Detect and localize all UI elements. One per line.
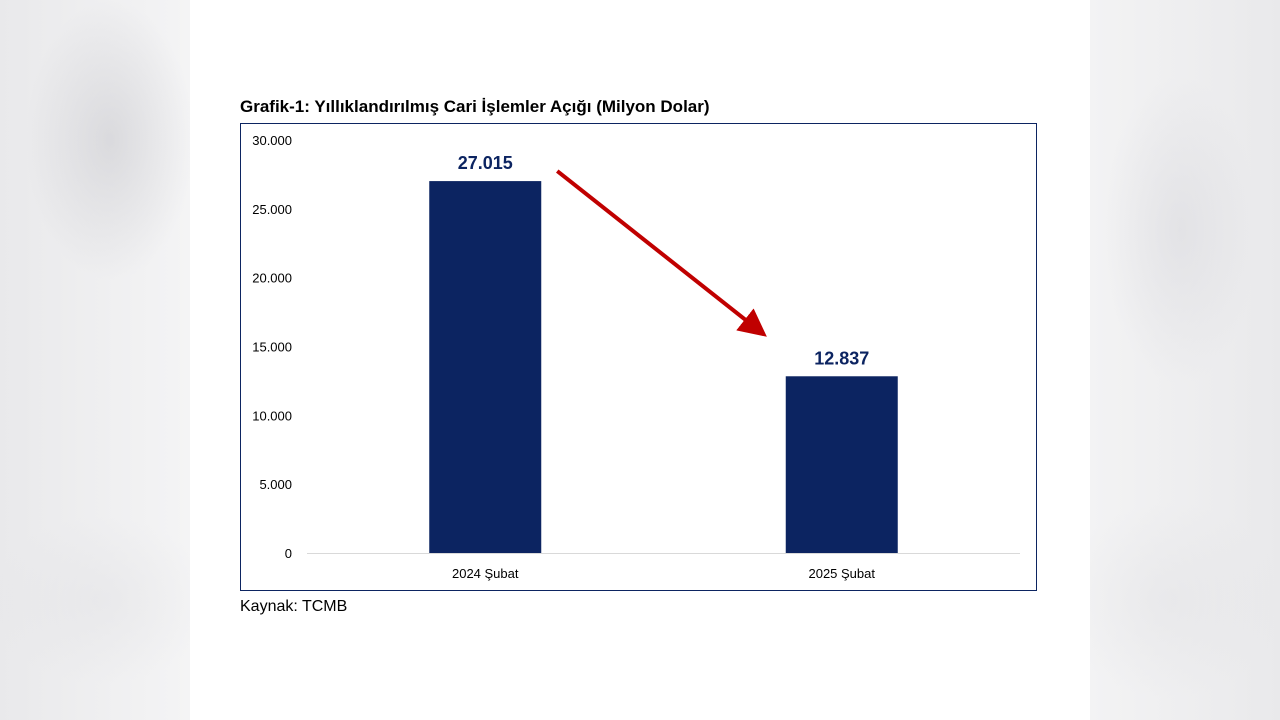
data-label: 27.015 [458, 153, 513, 173]
y-tick-label: 15.000 [252, 340, 292, 355]
y-tick-label: 25.000 [252, 202, 292, 217]
y-axis: 0 5.000 10.000 15.000 20.000 25.000 30.000 [252, 133, 292, 561]
y-tick-label: 30.000 [252, 133, 292, 148]
y-tick-label: 5.000 [259, 477, 292, 492]
source-note: Kaynak: TCMB [240, 598, 348, 615]
y-tick-label: 20.000 [252, 271, 292, 286]
bar-2 [785, 376, 898, 553]
x-category-label: 2024 Şubat [452, 566, 519, 581]
chart-frame [240, 123, 1037, 591]
bar-1 [429, 181, 542, 553]
y-tick-label: 10.000 [252, 408, 292, 423]
chart-title: Grafik-1: Yıllıklandırılmış Cari İşlemle… [240, 97, 710, 116]
trend-arrow [556, 169, 767, 337]
data-label: 12.837 [814, 348, 869, 368]
y-tick-label: 0 [285, 546, 292, 561]
x-category-label: 2025 Şubat [808, 566, 875, 581]
plot-area: 27.015 2024 Şubat 12.837 2025 Şubat [307, 153, 1020, 581]
